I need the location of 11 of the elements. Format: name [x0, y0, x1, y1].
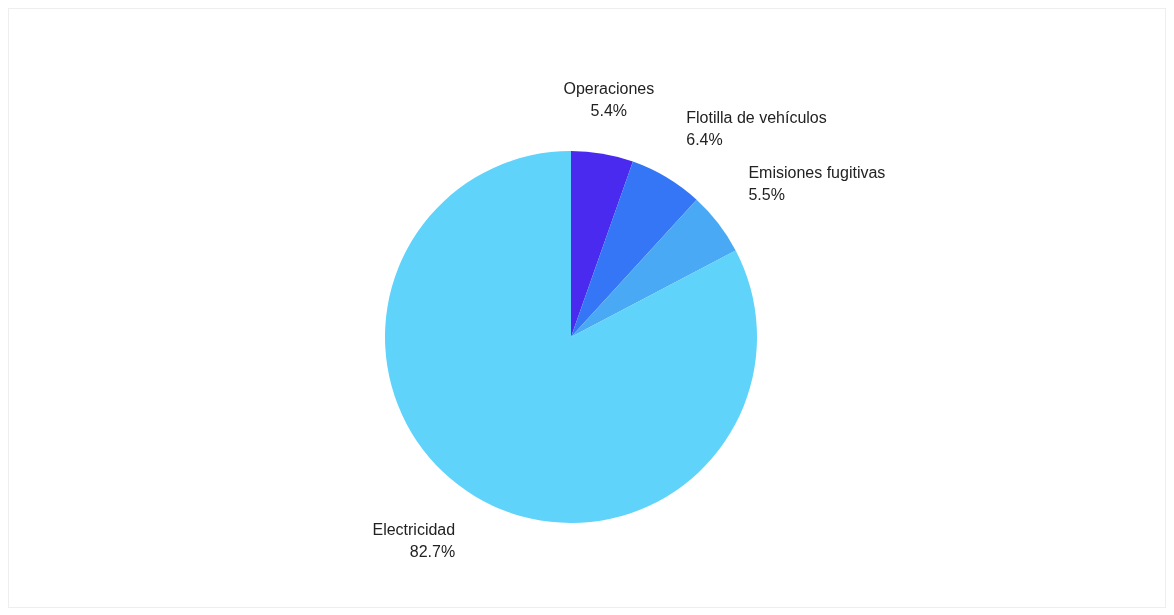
pie-slice [571, 151, 633, 337]
data-label: 6.4% [686, 130, 723, 148]
pie-slice [571, 161, 697, 337]
pie-slice [571, 199, 736, 337]
slice-label: Electricidad [372, 520, 456, 538]
slice-label: Emisiones fugitivas [748, 164, 886, 182]
slice-label: Flotilla de vehículos [686, 108, 827, 126]
data-label: 5.4% [590, 102, 628, 120]
data-label: 5.5% [748, 186, 785, 204]
slice-label: Operaciones [563, 80, 655, 98]
data-label: 82.7% [409, 542, 456, 560]
